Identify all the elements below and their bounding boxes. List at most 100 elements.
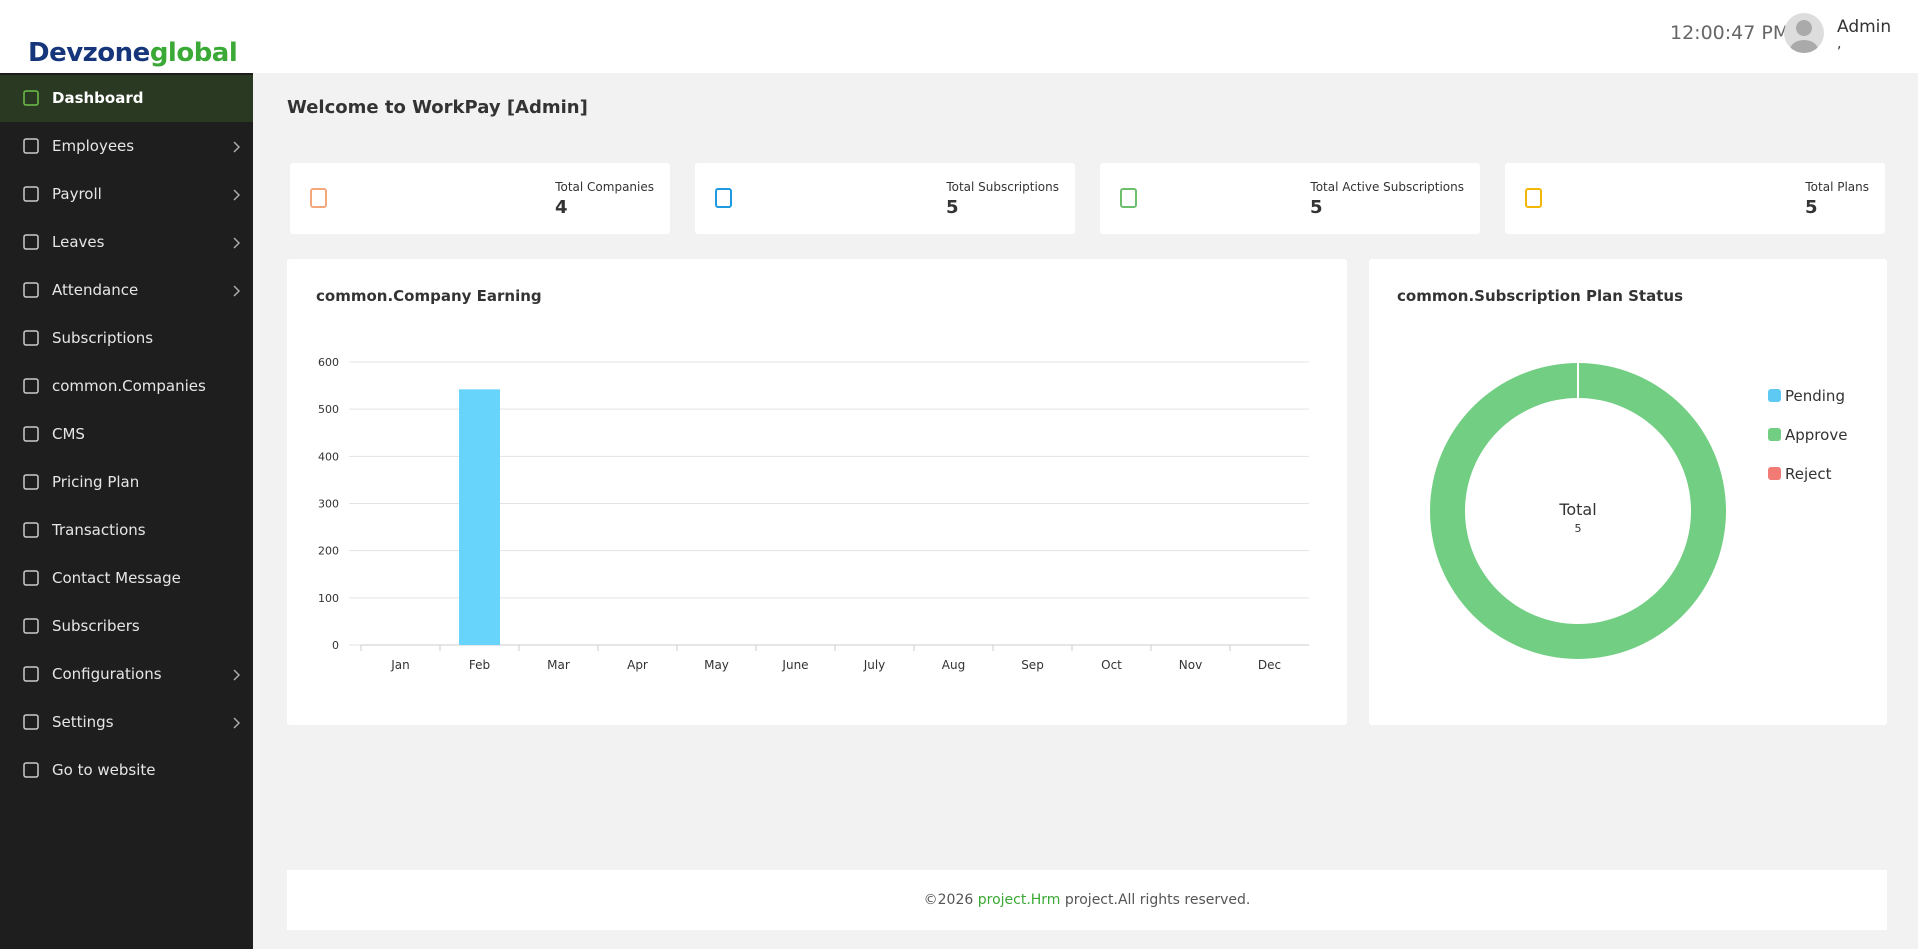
menu-icon xyxy=(23,90,39,106)
icon-shape xyxy=(1525,188,1542,208)
x-tick-label: Aug xyxy=(942,658,965,672)
x-tick-label: Dec xyxy=(1258,658,1281,672)
menu-icon xyxy=(23,186,39,202)
stat-card: Total Companies 4 xyxy=(290,163,670,234)
stat-value: 5 xyxy=(1310,197,1323,218)
donut-chart: common.Subscription Plan Status Total 5 Pen… xyxy=(1397,287,1847,659)
menu-icon xyxy=(23,618,39,634)
x-tick-label: May xyxy=(704,658,729,672)
menu-item[interactable]: Dashboard xyxy=(0,75,253,122)
icon-shape xyxy=(23,378,39,394)
stat-icon xyxy=(1525,188,1542,208)
menu-label: Settings xyxy=(52,713,114,731)
y-tick-label: 500 xyxy=(318,403,339,416)
menu-item[interactable]: Leaves xyxy=(0,219,253,266)
icon-shape xyxy=(715,188,732,208)
welcome-title: Welcome to WorkPay [Admin] xyxy=(287,97,588,118)
footer-link[interactable]: project.Hrm xyxy=(977,892,1061,908)
menu-icon xyxy=(23,522,39,538)
menu-icon xyxy=(23,378,39,394)
menu-label: Subscribers xyxy=(52,617,140,635)
y-tick-label: 0 xyxy=(332,639,339,652)
icon-shape xyxy=(23,522,39,538)
avatar-icon xyxy=(1790,20,1818,53)
chevron xyxy=(233,141,241,153)
menu-item[interactable]: Contact Message xyxy=(0,555,253,602)
legend-label: Approve xyxy=(1785,426,1847,444)
menu-label: Go to website xyxy=(52,761,156,779)
menu-item[interactable]: Settings xyxy=(0,699,253,746)
menu-item[interactable]: Transactions xyxy=(0,507,253,554)
chevron-path xyxy=(233,717,241,729)
icon-shape xyxy=(23,618,39,634)
menu-item[interactable]: Employees xyxy=(0,123,253,170)
x-tick-label: Mar xyxy=(547,658,570,672)
x-tick-label: July xyxy=(863,658,886,672)
icon-shape xyxy=(23,474,39,490)
menu-icon xyxy=(23,714,39,730)
menu-icon xyxy=(23,234,39,250)
legend-swatch xyxy=(1768,467,1781,480)
chevron-path xyxy=(233,237,241,249)
menu-label: Pricing Plan xyxy=(52,473,140,491)
menu-item[interactable]: Subscribers xyxy=(0,603,253,650)
center-label: Total xyxy=(1558,500,1596,519)
menu-label: CMS xyxy=(52,425,85,443)
menu-item[interactable]: CMS xyxy=(0,411,253,458)
y-tick-label: 200 xyxy=(318,545,339,558)
menu-label: Employees xyxy=(52,137,135,155)
menu-item[interactable]: Subscriptions xyxy=(0,315,253,362)
menu-icon xyxy=(23,138,39,154)
icon-shape xyxy=(23,186,39,202)
x-tick-label: Apr xyxy=(627,658,648,672)
y-tick-label: 100 xyxy=(318,592,339,605)
chevron xyxy=(233,285,241,297)
icon-shape xyxy=(310,188,327,208)
stat-value: 5 xyxy=(946,197,959,218)
header: Devzoneglobal 12:00:47 PM Admin , xyxy=(0,0,1918,73)
legend-swatch xyxy=(1768,428,1781,441)
footer: ©2026 project.Hrm project.All rights res… xyxy=(287,870,1887,930)
stat-label: Total Plans xyxy=(1805,180,1869,194)
menu-item[interactable]: Configurations xyxy=(0,651,253,698)
brand[interactable]: Devzoneglobal xyxy=(28,38,238,68)
chevron xyxy=(233,189,241,201)
menu-label: Dashboard xyxy=(52,89,144,107)
icon-shape xyxy=(23,282,39,298)
chevron-path xyxy=(233,189,241,201)
chevron-path xyxy=(233,669,241,681)
menu-label: Transactions xyxy=(52,521,146,539)
center-value: 5 xyxy=(1575,522,1582,535)
menu-icon xyxy=(23,330,39,346)
stat-label: Total Companies xyxy=(555,180,654,194)
chart-title: common.Subscription Plan Status xyxy=(1397,287,1683,305)
chevron-path xyxy=(233,285,241,297)
menu-item[interactable]: Go to website xyxy=(0,747,253,794)
x-tick-label: Feb xyxy=(469,658,490,672)
menu-icon xyxy=(23,666,39,682)
legend-label: Reject xyxy=(1785,465,1832,483)
stat-icon xyxy=(310,188,327,208)
menu-item[interactable]: Payroll xyxy=(0,171,253,218)
menu-item[interactable]: Attendance xyxy=(0,267,253,314)
stat-card: Total Active Subscriptions 5 xyxy=(1100,163,1480,234)
footer-suffix: project.All rights reserved. xyxy=(1064,892,1251,908)
icon-shape xyxy=(23,426,39,442)
stat-icon xyxy=(715,188,732,208)
icon-shape xyxy=(23,714,39,730)
chevron xyxy=(233,237,241,249)
user-name[interactable]: Admin xyxy=(1837,17,1892,37)
footer-prefix: ©2026 xyxy=(923,892,974,908)
menu-label: Configurations xyxy=(52,665,162,683)
menu-item[interactable]: Pricing Plan xyxy=(0,459,253,506)
x-tick-label: Jan xyxy=(390,658,410,672)
icon-shape xyxy=(23,762,39,778)
legend-label: Pending xyxy=(1785,387,1845,405)
menu-label: Subscriptions xyxy=(52,329,154,347)
stat-label: Total Subscriptions xyxy=(946,180,1059,194)
icon-shape xyxy=(23,234,39,250)
menu-item[interactable]: common.Companies xyxy=(0,363,253,410)
avatar[interactable] xyxy=(1784,13,1824,53)
